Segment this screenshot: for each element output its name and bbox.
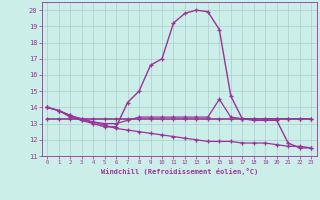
X-axis label: Windchill (Refroidissement éolien,°C): Windchill (Refroidissement éolien,°C) (100, 168, 258, 175)
